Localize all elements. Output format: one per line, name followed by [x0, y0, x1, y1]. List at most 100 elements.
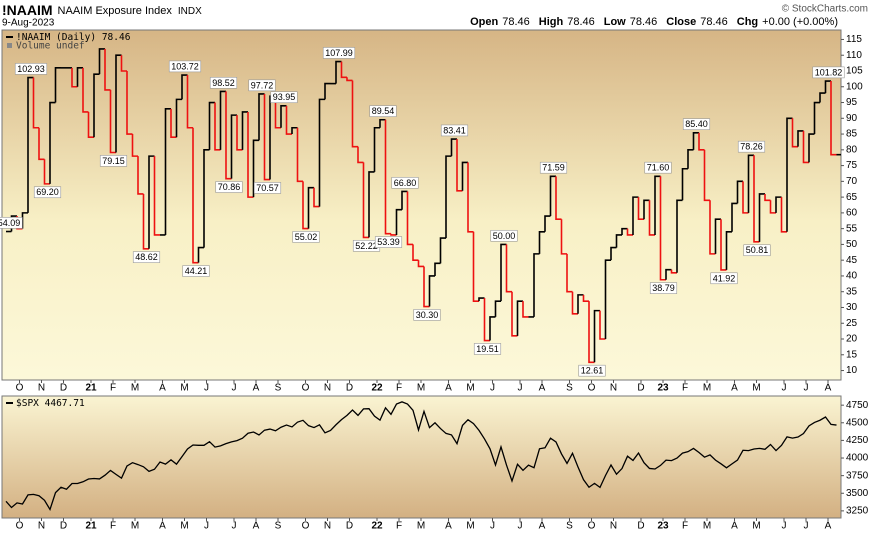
- step-segment: [637, 197, 644, 220]
- value-label: 38.79: [652, 283, 675, 293]
- step-segment: [791, 118, 798, 148]
- y-tick-label: 45: [846, 255, 858, 266]
- x-tick-label: M: [417, 521, 425, 532]
- value-label-box: [215, 181, 243, 193]
- x-tick-label: M: [752, 383, 760, 394]
- x-tick-label: F: [110, 383, 116, 394]
- y-tick-label: 4500: [846, 417, 869, 428]
- quote-value: 78.46: [567, 16, 595, 28]
- x-tick-label: 23: [657, 383, 669, 394]
- step-segment: [395, 208, 402, 235]
- step-segment: [615, 234, 622, 248]
- step-segment: [175, 98, 182, 138]
- y-tick-label: 85: [846, 129, 858, 140]
- step-segment: [32, 77, 39, 129]
- step-segment: [208, 101, 215, 150]
- y-tick-label: 15: [846, 349, 858, 360]
- step-segment: [511, 291, 518, 337]
- x-tick-label: M: [131, 383, 139, 394]
- value-label: 50.00: [493, 231, 516, 241]
- x-tick-label: O: [16, 521, 24, 532]
- y-tick-label: 55: [846, 223, 858, 234]
- step-segment: [494, 300, 501, 317]
- value-label: 71.59: [542, 163, 565, 173]
- y-tick-label: 95: [846, 97, 858, 108]
- x-tick-label: F: [682, 383, 688, 394]
- step-segment: [357, 146, 364, 164]
- value-label: 53.39: [377, 237, 400, 247]
- x-tick-label: A: [253, 383, 260, 394]
- step-segment: [736, 180, 743, 204]
- step-segment: [560, 219, 567, 255]
- x-tick-label: O: [302, 383, 310, 394]
- step-segment: [632, 196, 639, 235]
- x-tick-label: S: [275, 383, 282, 394]
- value-label-box: [682, 118, 711, 130]
- step-segment: [489, 316, 496, 341]
- value-label: 71.60: [647, 163, 670, 173]
- step-segment: [241, 111, 248, 150]
- step-segment: [538, 231, 545, 254]
- quote-value: 78.46: [700, 16, 728, 28]
- step-segment: [76, 67, 83, 87]
- x-tick-label: 21: [85, 383, 97, 394]
- value-label-box: [322, 47, 356, 59]
- x-tick-label: N: [38, 383, 45, 394]
- step-segment: [340, 61, 347, 79]
- legend-name: !NAAIM (Daily): [16, 32, 96, 43]
- x-tick-label: D: [346, 521, 353, 532]
- step-segment: [687, 149, 694, 169]
- y-tick-label: 90: [846, 113, 858, 124]
- x-tick-label: J: [804, 521, 809, 532]
- line: [5, 401, 837, 512]
- step-segment: [225, 91, 232, 180]
- x-tick-label: J: [204, 521, 209, 532]
- step-segment: [373, 126, 380, 172]
- step-segment: [461, 161, 468, 191]
- step-segment: [830, 81, 837, 156]
- step-segment: [153, 156, 160, 236]
- x-tick-label: O: [588, 521, 596, 532]
- value-label-box: [292, 231, 320, 243]
- step-segment: [170, 108, 177, 139]
- x-tick-label: M: [180, 521, 188, 532]
- step-segment: [197, 246, 204, 263]
- quote-value: 78.46: [502, 16, 530, 28]
- y-tick-label: 60: [846, 208, 858, 219]
- step-segment: [109, 89, 116, 154]
- step-segment: [280, 105, 287, 128]
- header: !NAAIM NAAIM Exposure Index INDX: [2, 2, 202, 18]
- step-segment: [780, 197, 787, 233]
- step-segment: [401, 190, 408, 210]
- step-segment: [423, 266, 430, 308]
- step-segment: [368, 171, 375, 238]
- step-segment: [648, 200, 655, 236]
- x-tick-label: M: [131, 521, 139, 532]
- x-tick-label: 21: [85, 521, 97, 532]
- step-segment: [599, 310, 606, 340]
- value-label: 93.95: [273, 92, 296, 102]
- step-segment: [285, 105, 292, 135]
- step-segment: [698, 132, 705, 151]
- step-segment: [412, 244, 419, 261]
- step-segment: [192, 127, 199, 264]
- step-segment: [214, 102, 221, 151]
- step-segment: [703, 149, 710, 202]
- value-label: 89.54: [372, 106, 395, 116]
- step-segment: [43, 159, 50, 185]
- x-tick-label: J: [490, 383, 495, 394]
- step-segment: [566, 253, 573, 293]
- value-label-box: [413, 309, 441, 321]
- value-label-box: [490, 229, 518, 242]
- y-tick-label: 4000: [846, 453, 869, 464]
- value-label-box: [539, 161, 568, 174]
- value-label-box: [369, 105, 397, 117]
- x-tick-label: D: [60, 521, 67, 532]
- y-tick-label: 4250: [846, 435, 869, 446]
- value-label-box: [649, 282, 678, 294]
- legend-swatch: [7, 43, 12, 48]
- step-segment: [813, 101, 820, 135]
- value-label-box: [578, 364, 606, 377]
- step-segment: [428, 275, 435, 307]
- x-tick-label: M: [417, 383, 425, 394]
